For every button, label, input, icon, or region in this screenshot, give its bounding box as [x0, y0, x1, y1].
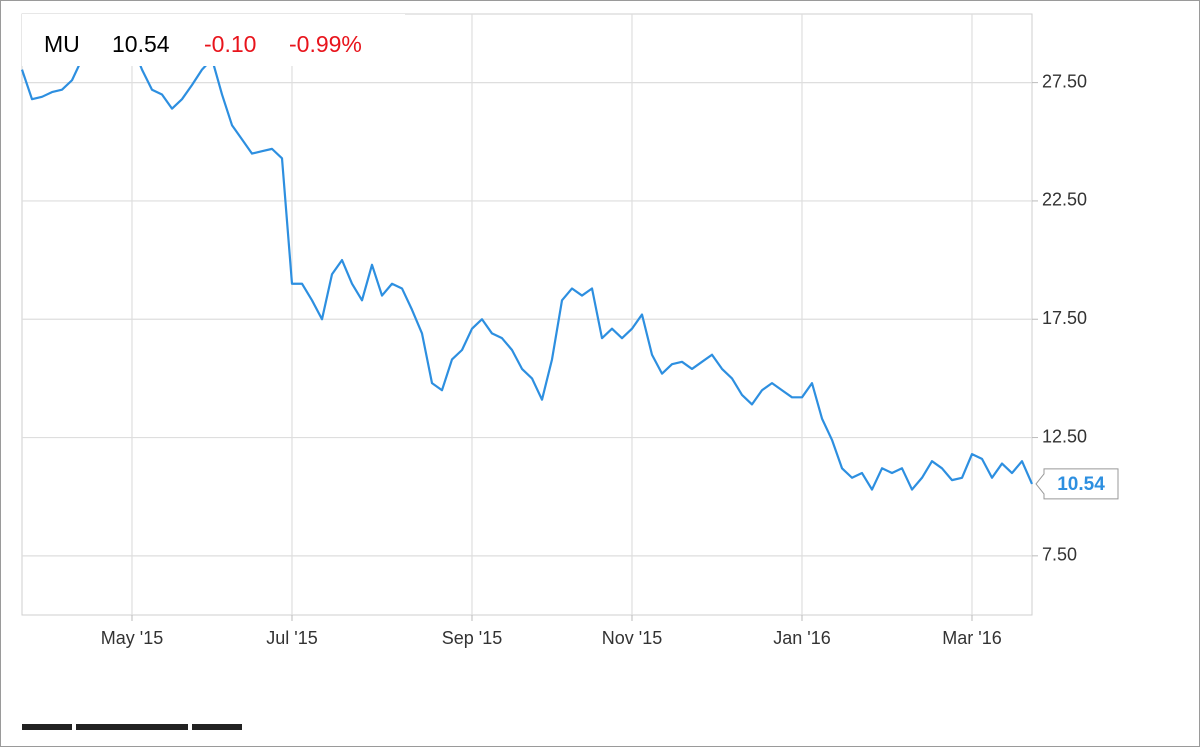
- price: 10.54: [112, 31, 170, 57]
- y-tick-label: 27.50: [1042, 71, 1087, 91]
- header-box: [22, 14, 405, 66]
- y-tick-label: 22.50: [1042, 190, 1087, 210]
- x-tick-label: Jul '15: [266, 628, 317, 648]
- x-tick-label: May '15: [101, 628, 163, 648]
- last-value-box: [1035, 468, 1119, 500]
- last-value-label: 10.54: [1057, 474, 1105, 495]
- x-tick-label: Mar '16: [942, 628, 1001, 648]
- x-tick-label: Sep '15: [442, 628, 503, 648]
- brand-bar: [192, 724, 242, 730]
- x-tick-label: Jan '16: [773, 628, 830, 648]
- brand-bar: [76, 724, 188, 730]
- y-tick-label: 17.50: [1042, 308, 1087, 328]
- change-percent: -0.99%: [289, 31, 362, 57]
- plot-area: [21, 13, 1033, 616]
- x-tick-label: Nov '15: [602, 628, 662, 648]
- series: [20, 27, 1034, 491]
- symbol: MU: [44, 31, 80, 57]
- grid: [22, 14, 1038, 621]
- brand-bar: [22, 724, 72, 730]
- price-line: [20, 27, 1034, 491]
- y-tick-label: 7.50: [1042, 545, 1077, 565]
- change: -0.10: [204, 31, 256, 57]
- y-tick-label: 12.50: [1042, 426, 1087, 446]
